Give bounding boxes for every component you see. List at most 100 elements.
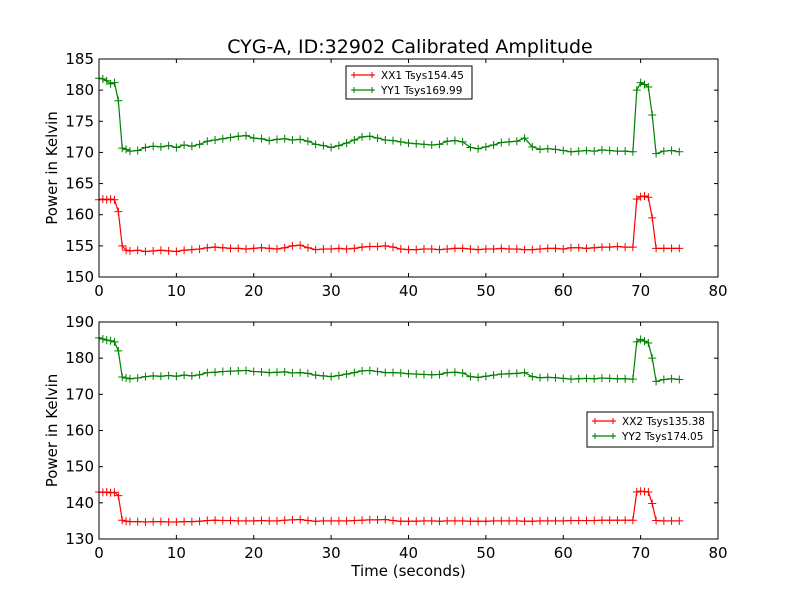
data-point [257,134,266,143]
y-tick-label: 180 [65,349,94,367]
data-point [412,517,421,526]
data-point [106,336,115,345]
x-tick-label: 0 [94,544,104,562]
data-point [242,131,251,140]
data-point [122,145,131,154]
data-point [242,366,251,375]
data-point [257,367,266,376]
data-point [327,516,336,525]
data-point [358,132,367,141]
data-point [605,243,614,252]
data-point [536,145,545,154]
data-point [288,135,297,144]
bottom-subplot: 0 10 20 30 40 50 60 70 80 130 140 150 160 170 180 190 Po… [43,313,728,580]
data-point [218,516,227,525]
data-point [319,516,328,525]
data-point [114,346,123,355]
data-point [114,207,123,216]
data-point [389,136,398,145]
data-point [644,338,653,347]
y-axis-label: Power in Kelvin [43,374,61,488]
data-point [373,515,382,524]
data-point [319,244,328,253]
data-point [381,135,390,144]
data-point [559,146,568,155]
data-point [536,244,545,253]
data-point [644,193,653,202]
y-tick-label: 185 [65,50,94,68]
data-point [512,137,521,146]
data-point [590,147,599,156]
data-point [613,242,622,251]
data-point [396,244,405,253]
data-point [102,195,111,204]
data-point [636,78,645,87]
data-point [520,517,529,526]
data-point [265,244,274,253]
data-point [648,499,657,508]
data-point [640,192,649,201]
x-tick-label: 60 [554,282,573,300]
data-point [98,74,107,83]
data-point [597,374,606,383]
y-tick-label: 150 [65,268,94,286]
data-point [419,140,428,149]
data-point [234,516,243,525]
data-point [98,334,107,343]
data-point [98,195,107,204]
data-point [288,368,297,377]
legend-marker-2 [592,433,616,439]
data-point [102,336,111,345]
x-tick-label: 40 [399,282,418,300]
y-tick-label: 160 [65,206,94,224]
y-axis-label: Power in Kelvin [43,111,61,225]
data-point [497,244,506,253]
data-point [582,516,591,525]
data-point [234,244,243,253]
data-point [319,371,328,380]
data-point [195,517,204,526]
data-point [203,368,212,377]
data-point [350,368,359,377]
x-tick-label: 70 [631,544,650,562]
data-point [667,146,676,155]
y-tick-label: 150 [65,458,94,476]
legend-label-1: XX2 Tsys135.38 [622,416,705,428]
data-point [536,516,545,525]
data-point [149,246,158,255]
data-point [272,516,281,525]
data-point [156,517,165,526]
y-tick-label: 140 [65,494,94,512]
data-point [389,368,398,377]
data-point [358,243,367,252]
data-point [566,147,575,156]
data-point [218,134,227,143]
data-point [450,244,459,253]
data-point [125,147,134,156]
data-point [280,516,289,525]
data-point [481,517,490,526]
data-point [342,244,351,253]
data-point [675,516,684,525]
data-point [636,335,645,344]
data-point [628,375,637,384]
data-point [667,244,676,253]
data-point [280,367,289,376]
data-point [419,516,428,525]
data-point [257,243,266,252]
data-point [597,516,606,525]
data-point [605,374,614,383]
data-point [265,136,274,145]
data-point [640,337,649,346]
data-point [141,518,150,527]
data-point [342,370,351,379]
data-point [234,132,243,141]
x-tick-label: 30 [322,282,341,300]
data-point [211,516,220,525]
data-point [582,244,591,253]
x-tick-label: 10 [167,544,186,562]
data-point [466,517,475,526]
data-point [288,241,297,250]
data-point [590,243,599,252]
data-point [659,375,668,384]
